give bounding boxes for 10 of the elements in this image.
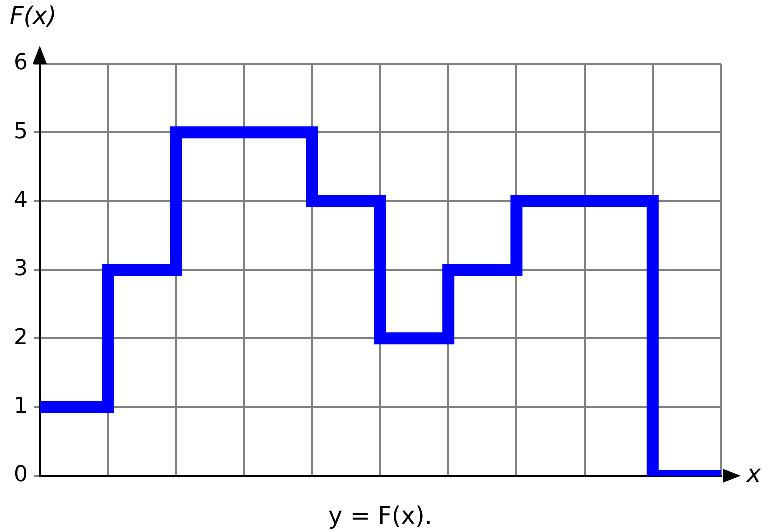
y-tick-label: 6	[14, 50, 28, 76]
y-tick-label: 3	[14, 256, 28, 282]
y-tick-label: 0	[14, 462, 28, 488]
y-axis-title: F(x)	[10, 2, 57, 30]
x-axis-title: x	[747, 460, 762, 488]
y-tick-label: 4	[14, 188, 28, 214]
y-tick-label: 1	[14, 394, 28, 420]
text: y = F(x).	[328, 502, 432, 530]
y-tick-label: 2	[14, 325, 28, 350]
y-tick-label: 5	[14, 119, 28, 144]
